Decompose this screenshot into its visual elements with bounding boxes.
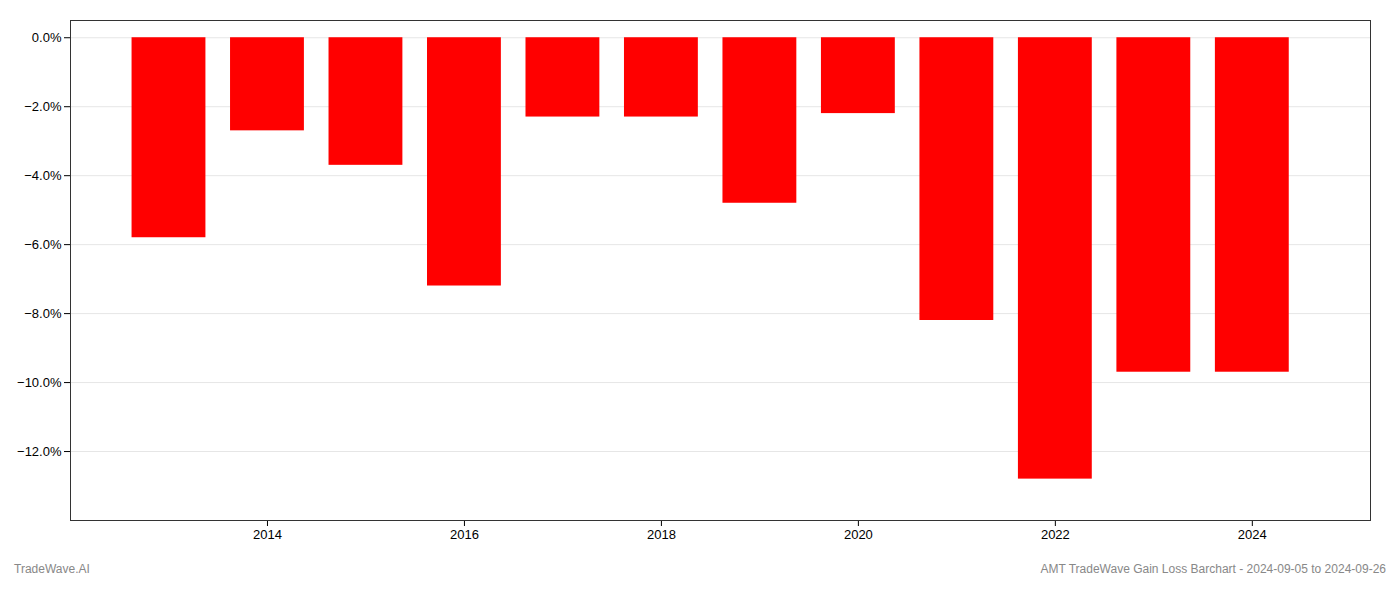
svg-text:2022: 2022 <box>1041 527 1070 542</box>
svg-text:−10.0%: −10.0% <box>17 375 62 390</box>
svg-text:−4.0%: −4.0% <box>24 168 62 183</box>
html-text:TradeWave.AI: TradeWave.AI <box>14 562 90 576</box>
svg-text:−8.0%: −8.0% <box>24 306 62 321</box>
svg-text:−12.0%: −12.0% <box>17 444 62 459</box>
svg-text:2014: 2014 <box>253 527 282 542</box>
svg-text:2016: 2016 <box>450 527 479 542</box>
svg-text:−2.0%: −2.0% <box>24 99 62 114</box>
svg-text:2024: 2024 <box>1238 527 1267 542</box>
html-text:AMT TradeWave Gain Loss Barcha: AMT TradeWave Gain Loss Barchart - 2024-… <box>1040 562 1386 576</box>
svg-text:2018: 2018 <box>647 527 676 542</box>
svg-text:2020: 2020 <box>844 527 873 542</box>
svg-text:0.0%: 0.0% <box>32 30 62 45</box>
svg-text:−6.0%: −6.0% <box>24 237 62 252</box>
